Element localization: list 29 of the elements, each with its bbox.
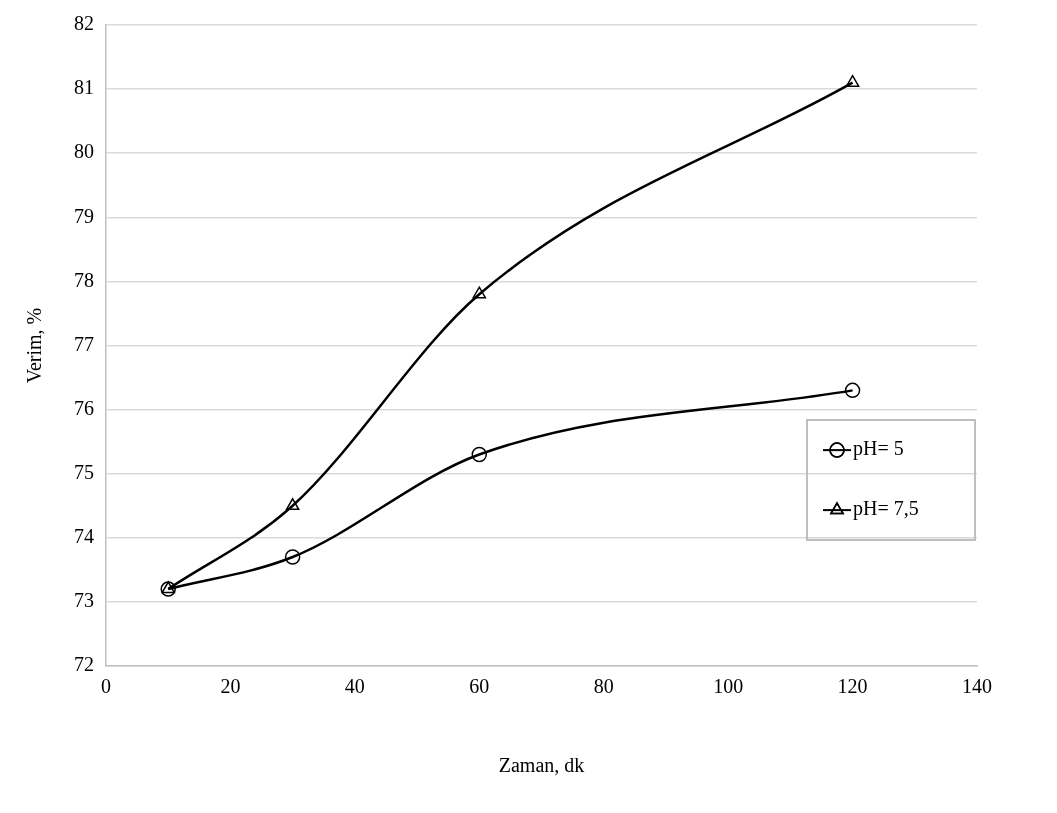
- x-axis-title: Zaman, dk: [498, 754, 585, 777]
- point: [284, 549, 301, 565]
- y-tick-label: 75: [74, 460, 94, 483]
- x-tick-label: 40: [344, 675, 365, 698]
- x-tick-label: 80: [593, 675, 614, 698]
- y-tick-label: 81: [74, 76, 94, 99]
- y-tick-label: 73: [74, 589, 94, 612]
- y-tick-label: 80: [74, 140, 94, 163]
- x-tick-label: 0: [101, 675, 111, 698]
- x-tick-label: 60: [469, 675, 490, 698]
- y-axis-title: Verim, %: [23, 307, 46, 384]
- x-tick-label: 20: [220, 675, 241, 698]
- y-tick-label: 74: [74, 525, 94, 548]
- legend-label: pH= 7,5: [853, 497, 919, 521]
- point: [472, 286, 487, 299]
- point: [845, 74, 860, 87]
- x-tick-label: 120: [837, 675, 868, 698]
- point: [844, 382, 861, 399]
- y-tick-label: 77: [74, 332, 94, 355]
- point: [285, 498, 300, 510]
- point: [471, 446, 488, 463]
- y-tick-label: 76: [74, 396, 94, 419]
- y-tick-label: 82: [74, 12, 94, 35]
- x-tick-label: 140: [962, 675, 992, 698]
- x-tick-label: 100: [713, 675, 744, 698]
- legend-label: pH= 5: [853, 437, 904, 461]
- y-tick-label: 72: [74, 653, 94, 676]
- y-tick-label: 78: [74, 268, 94, 291]
- y-tick-label: 79: [74, 204, 94, 227]
